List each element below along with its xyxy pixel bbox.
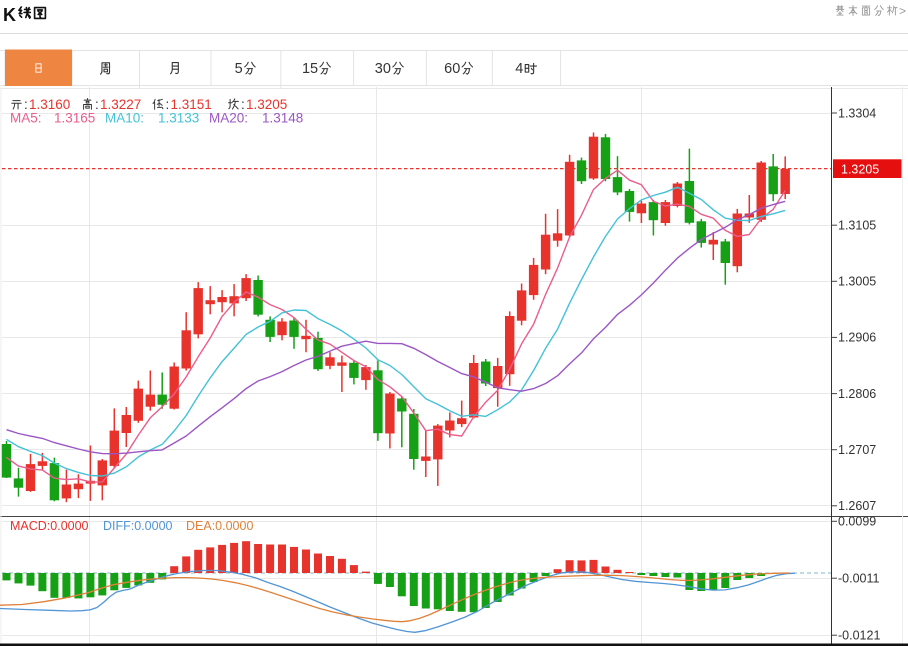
svg-text:1.3304: 1.3304 [838, 106, 876, 120]
svg-text:1.2707: 1.2707 [838, 443, 876, 457]
svg-text:15: 15 [302, 61, 318, 77]
svg-text:-0.0011: -0.0011 [838, 572, 880, 586]
svg-text:DIFF:0.0000: DIFF:0.0000 [103, 519, 173, 533]
svg-text::: : [166, 97, 170, 112]
svg-text:5: 5 [235, 61, 243, 77]
svg-text:4: 4 [515, 61, 523, 77]
svg-text::: : [95, 97, 99, 112]
svg-text:1.3151: 1.3151 [171, 97, 212, 112]
svg-text:1.3160: 1.3160 [29, 97, 70, 112]
svg-text::: : [24, 97, 28, 112]
svg-text:1.3005: 1.3005 [838, 275, 876, 289]
svg-text:1.2906: 1.2906 [838, 331, 876, 345]
svg-text:1.3227: 1.3227 [100, 97, 141, 112]
svg-text::: : [241, 97, 245, 112]
svg-text:MA5:: MA5: [10, 111, 42, 126]
svg-text:1.2806: 1.2806 [838, 387, 876, 401]
svg-text:1.3148: 1.3148 [262, 111, 303, 126]
svg-text:1.2607: 1.2607 [838, 499, 876, 513]
svg-text:MACD:0.0000: MACD:0.0000 [10, 519, 89, 533]
svg-text:K: K [3, 5, 16, 25]
svg-text:30: 30 [375, 61, 391, 77]
svg-text:1.3205: 1.3205 [841, 162, 879, 176]
svg-text:1.3105: 1.3105 [838, 219, 876, 233]
svg-text:-0.0121: -0.0121 [838, 629, 880, 643]
svg-text:1.3205: 1.3205 [246, 97, 287, 112]
svg-text:MA10:: MA10: [105, 111, 144, 126]
svg-text:60: 60 [444, 61, 460, 77]
svg-text:MA20:: MA20: [209, 111, 248, 126]
svg-text:1.3133: 1.3133 [158, 111, 199, 126]
svg-text:>: > [899, 4, 906, 18]
svg-text:0.0099: 0.0099 [838, 515, 876, 529]
svg-text:1.3165: 1.3165 [54, 111, 95, 126]
svg-text:DEA:0.0000: DEA:0.0000 [186, 519, 253, 533]
